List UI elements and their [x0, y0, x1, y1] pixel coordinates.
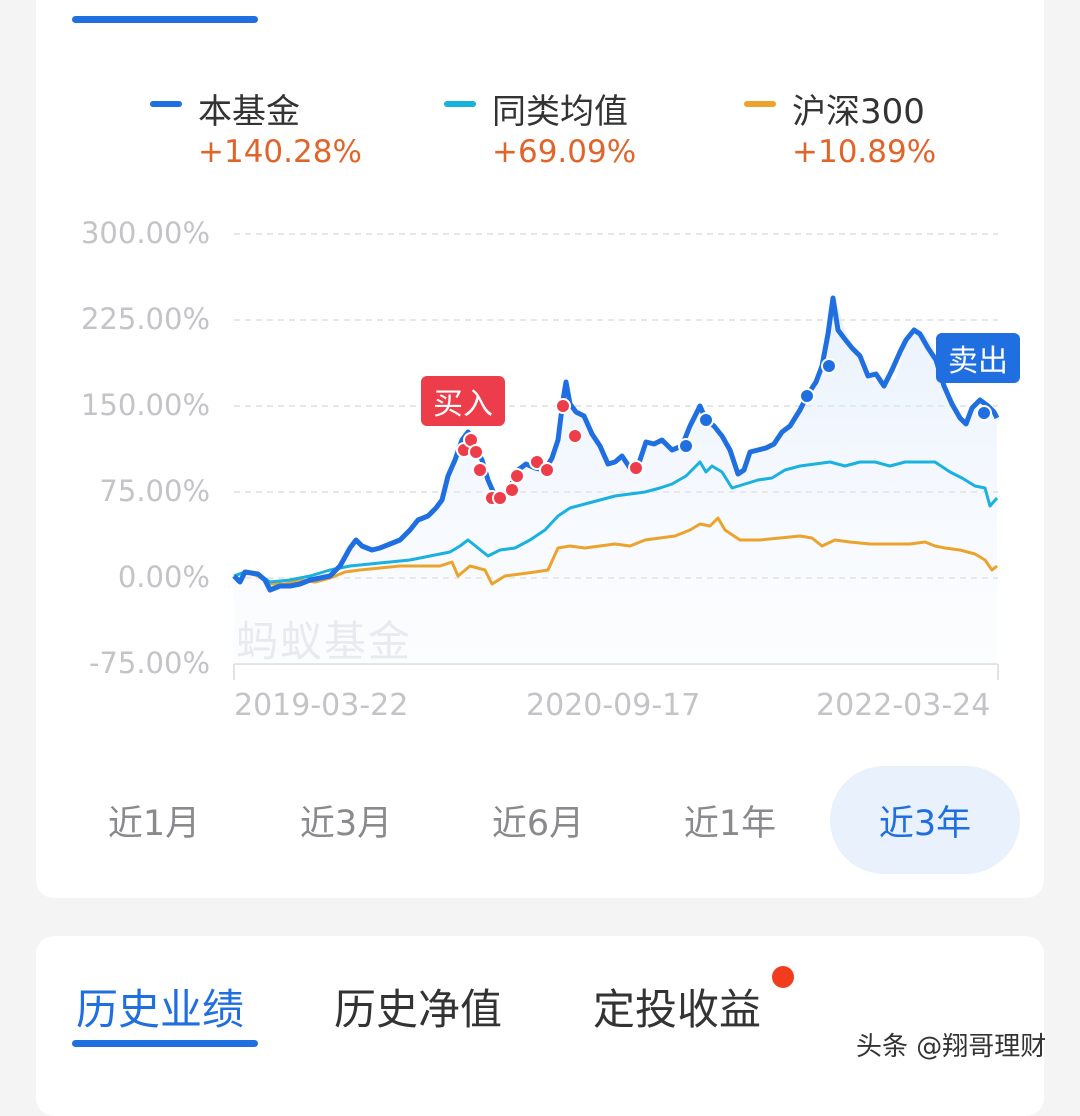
- notification-badge-dot: [772, 966, 794, 988]
- range-tab-1-month[interactable]: 近1月: [107, 803, 201, 844]
- y-tick-label: 75.00%: [99, 474, 210, 508]
- legend-swatch-csi300: [744, 101, 776, 107]
- y-tick-label: 300.00%: [80, 216, 210, 250]
- sell-markers: [678, 358, 992, 454]
- active-tab-underline: [72, 1040, 258, 1047]
- history-tabs: 历史业绩 历史净值 定投收益: [0, 976, 1080, 1056]
- y-tick-label: 150.00%: [80, 388, 210, 422]
- legend-swatch-fund: [150, 101, 182, 107]
- top-tab-underline: [72, 16, 258, 23]
- y-tick-label: 225.00%: [80, 302, 210, 336]
- y-tick-label: -75.00%: [88, 646, 210, 680]
- legend-swatch-peer: [444, 101, 476, 107]
- legend-name: 同类均值: [492, 92, 628, 132]
- buy-tag: 买入: [421, 376, 505, 426]
- source-credit: 头条 @翔哥理财: [856, 1032, 1047, 1062]
- range-tab-1-year[interactable]: 近1年: [683, 803, 777, 844]
- time-range-tabs: 近1月 近3月 近6月 近1年 近3年: [56, 766, 1026, 876]
- legend-value: +69.09%: [492, 134, 637, 170]
- tab-historical-nav[interactable]: 历史净值: [334, 985, 503, 1034]
- buy-markers: [456, 398, 644, 506]
- y-tick-label: 0.00%: [117, 560, 210, 594]
- chart-legend: 本基金 +140.28% 同类均值 +69.09% 沪深300 +10.89%: [0, 84, 1080, 184]
- x-tick-label: 2020-09-17: [526, 688, 701, 723]
- x-tick-label: 2019-03-22: [234, 688, 409, 723]
- series-peer-average: [233, 460, 999, 584]
- legend-name: 本基金: [198, 92, 300, 132]
- range-tab-3-months[interactable]: 近3月: [299, 803, 393, 844]
- legend-value: +140.28%: [198, 134, 362, 170]
- legend-value: +10.89%: [792, 134, 937, 170]
- legend-name: 沪深300: [792, 92, 925, 132]
- range-tab-6-months[interactable]: 近6月: [491, 803, 585, 844]
- sell-tag: 卖出: [936, 333, 1020, 383]
- series-csi300: [233, 516, 998, 586]
- tab-auto-invest-returns[interactable]: 定投收益: [593, 985, 762, 1034]
- performance-chart: [232, 233, 1000, 680]
- x-tick-label: 2022-03-24: [816, 688, 991, 723]
- range-tab-3-years[interactable]: 近3年: [830, 766, 1020, 874]
- tab-historical-performance[interactable]: 历史业绩: [76, 985, 245, 1034]
- series-fund: [232, 295, 1000, 593]
